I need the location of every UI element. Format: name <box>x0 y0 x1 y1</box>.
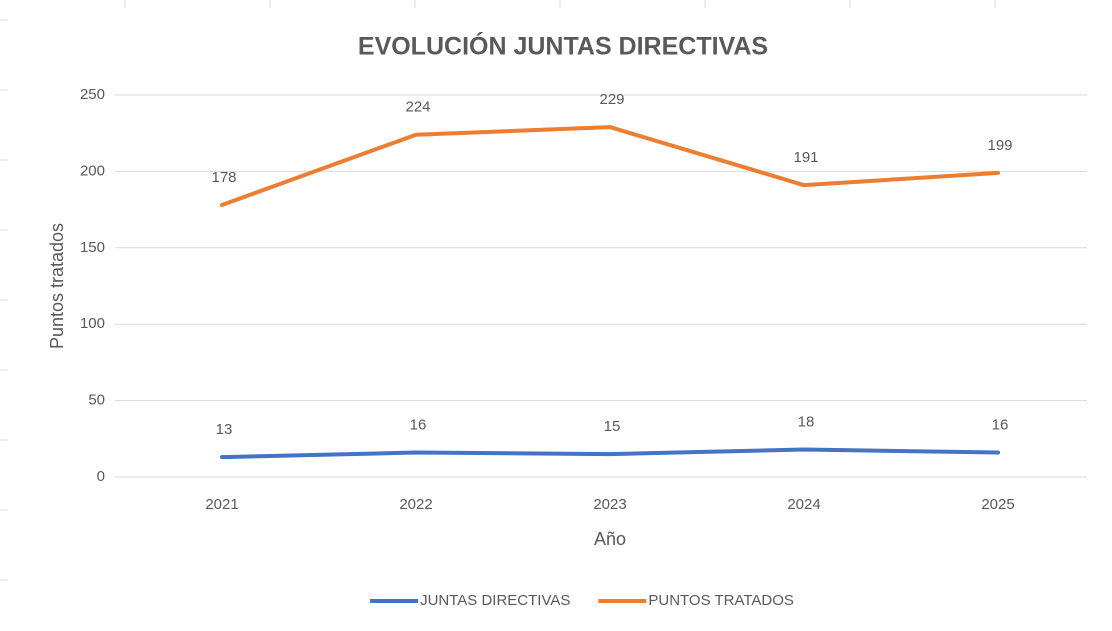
y-tick-label: 150 <box>80 239 105 256</box>
data-label: 191 <box>793 149 818 166</box>
y-tick-label: 50 <box>88 392 105 409</box>
data-label: 15 <box>604 418 621 435</box>
y-tick-label: 100 <box>80 315 105 332</box>
data-label: 18 <box>798 413 815 430</box>
data-label: 16 <box>992 417 1009 434</box>
legend-label: PUNTOS TRATADOS <box>648 592 794 609</box>
data-label: 13 <box>216 421 233 438</box>
legend-label: JUNTAS DIRECTIVAS <box>420 592 570 609</box>
x-tick-label: 2025 <box>981 496 1014 513</box>
sheet-cell-borders <box>0 0 996 581</box>
chart-title: EVOLUCIÓN JUNTAS DIRECTIVAS <box>358 31 768 61</box>
x-tick-label: 2023 <box>593 496 626 513</box>
y-tick-label: 200 <box>80 162 105 179</box>
x-tick-label: 2022 <box>399 496 432 513</box>
y-axis-label: Puntos tratados <box>47 223 67 349</box>
x-tick-label: 2024 <box>787 496 820 513</box>
series-line <box>220 125 1000 208</box>
data-label: 178 <box>211 169 236 186</box>
data-label: 224 <box>405 99 430 116</box>
x-axis-label: Año <box>594 529 626 549</box>
data-label: 16 <box>410 417 427 434</box>
series-line <box>220 447 1000 460</box>
x-tick-label: 2021 <box>205 496 238 513</box>
y-tick-label: 250 <box>80 86 105 103</box>
data-label: 199 <box>987 137 1012 154</box>
y-tick-label: 0 <box>97 468 105 485</box>
data-label: 229 <box>599 91 624 108</box>
